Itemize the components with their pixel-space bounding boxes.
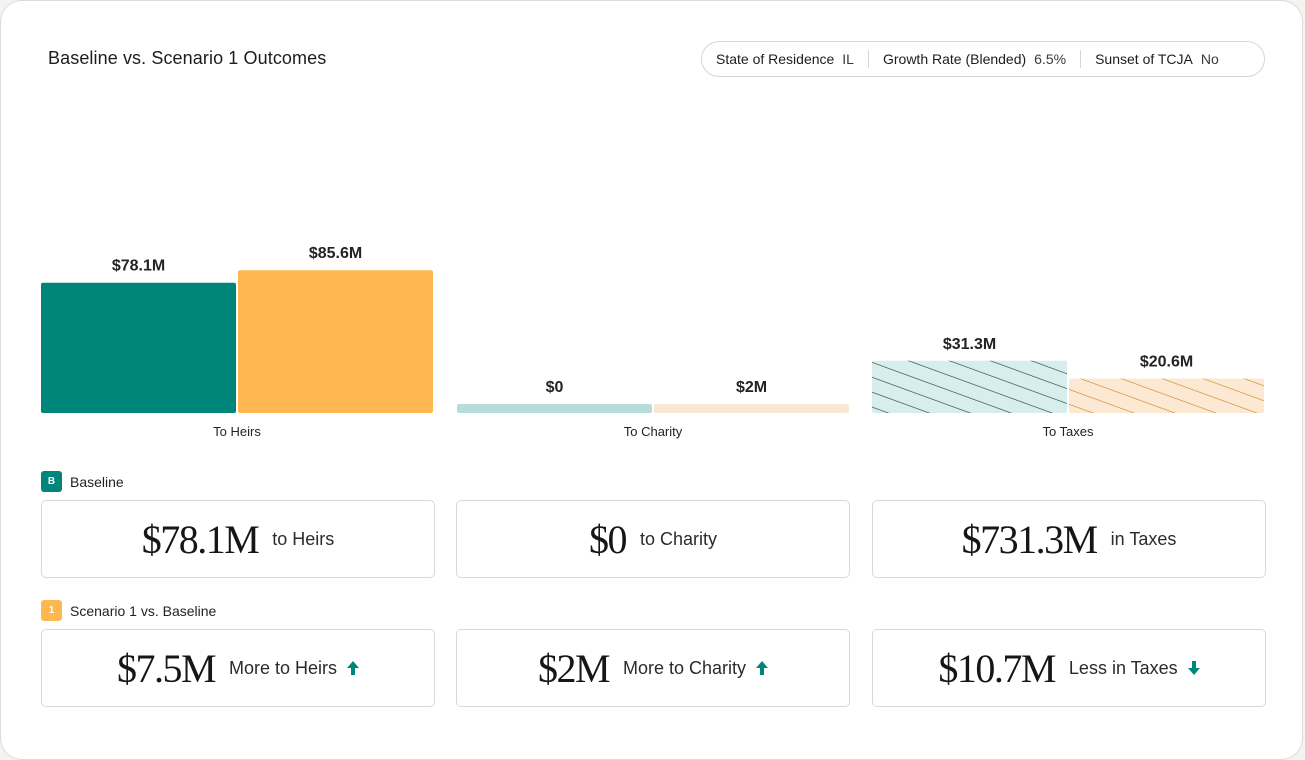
data-label-scenario-heirs: $85.6M	[309, 245, 362, 262]
arrow-up-icon	[756, 661, 769, 675]
baseline-label: Baseline	[70, 473, 124, 490]
scenario-charity-value: $2M	[537, 645, 611, 691]
bar-baseline-taxes	[872, 360, 1067, 413]
baseline-heirs-text: to Heirs	[272, 528, 335, 549]
assumption-value: IL	[842, 51, 854, 67]
scenario-taxes-card: $10.7M Less in Taxes	[872, 629, 1266, 707]
bar-scenario-heirs	[238, 270, 433, 413]
baseline-taxes-card: $731.3M in Taxes	[872, 500, 1266, 578]
scenario-section-header: 1 Scenario 1 vs. Baseline	[41, 600, 216, 621]
data-label-scenario-taxes: $20.6M	[1140, 354, 1193, 371]
arrow-down-icon	[1187, 661, 1200, 675]
baseline-charity-value: $0	[588, 516, 628, 562]
assumption-growth-rate[interactable]: Growth Rate (Blended) 6.5%	[867, 50, 1080, 68]
assumption-label: State of Residence	[716, 51, 835, 67]
assumptions-bar: State of Residence IL Growth Rate (Blend…	[701, 41, 1265, 77]
baseline-section-header: B Baseline	[41, 471, 124, 492]
scenario-charity-text: More to Charity	[623, 657, 747, 678]
scenario-heirs-card: $7.5M More to Heirs	[41, 629, 435, 707]
category-label-heirs: To Heirs	[213, 424, 261, 439]
baseline-taxes-text: in Taxes	[1110, 528, 1177, 549]
baseline-charity-text: to Charity	[639, 528, 718, 549]
assumption-label: Growth Rate (Blended)	[882, 51, 1027, 67]
baseline-heirs-card: $78.1M to Heirs	[41, 500, 435, 578]
baseline-charity-card: $0 to Charity	[456, 500, 850, 578]
scenario-heirs-value: $7.5M	[116, 645, 217, 691]
data-label-baseline-taxes: $31.3M	[943, 336, 996, 353]
baseline-heirs-value: $78.1M	[141, 516, 260, 562]
bar-scenario-charity	[654, 404, 849, 413]
page-title: Baseline vs. Scenario 1 Outcomes	[48, 48, 327, 68]
data-label-scenario-charity: $2M	[736, 379, 767, 396]
data-label-baseline-heirs: $78.1M	[112, 258, 165, 275]
scenario-charity-card: $2M More to Charity	[456, 629, 850, 707]
baseline-taxes-value: $731.3M	[961, 516, 1099, 562]
bar-scenario-taxes	[1069, 378, 1264, 413]
scenario-badge: 1	[41, 600, 62, 621]
assumption-value: No	[1200, 51, 1219, 67]
category-label-taxes: To Taxes	[1042, 424, 1094, 439]
assumption-value: 6.5%	[1034, 51, 1067, 67]
assumption-state[interactable]: State of Residence IL	[702, 42, 868, 76]
scenario-heirs-text: More to Heirs	[229, 657, 338, 678]
assumption-tcja[interactable]: Sunset of TCJA No	[1080, 50, 1233, 68]
bar-baseline-heirs	[41, 282, 236, 413]
scenario-label: Scenario 1 vs. Baseline	[70, 602, 217, 619]
bar-baseline-charity	[457, 404, 652, 413]
outcomes-bar-chart: $78.1M $85.6M To Heirs $0 $2M To Charity $31.3…	[41, 245, 1264, 439]
arrow-up-icon	[347, 661, 360, 675]
assumption-label: Sunset of TCJA	[1095, 51, 1193, 67]
scenario-taxes-text: Less in Taxes	[1068, 657, 1178, 678]
scenario-taxes-value: $10.7M	[938, 645, 1056, 691]
category-label-charity: To Charity	[624, 424, 683, 439]
baseline-badge: B	[41, 471, 62, 492]
data-label-baseline-charity: $0	[546, 379, 564, 396]
